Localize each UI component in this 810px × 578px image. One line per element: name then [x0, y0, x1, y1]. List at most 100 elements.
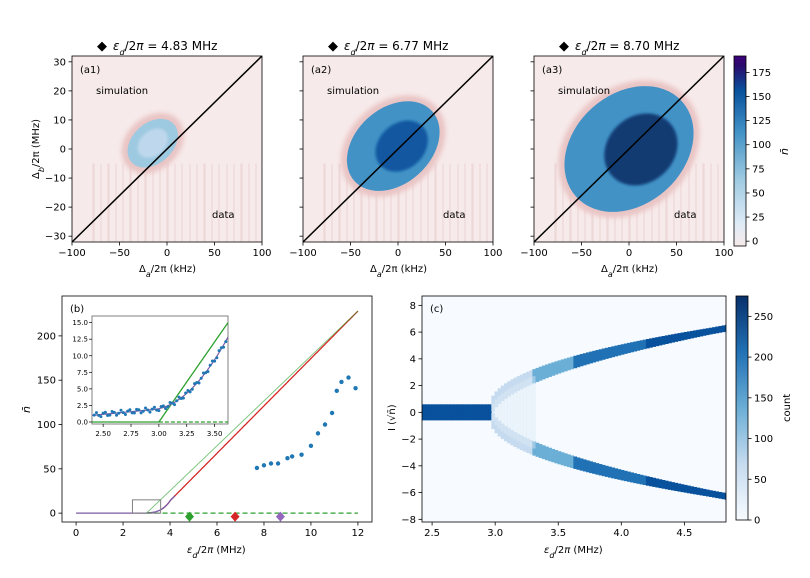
branch-center	[485, 404, 489, 421]
inset-data-point	[175, 399, 179, 403]
inset-x-tick-label: 2.75	[123, 430, 139, 438]
branch-lower	[702, 488, 707, 496]
x-tick-label: −50	[571, 248, 592, 259]
branch-lower	[538, 444, 543, 458]
branch-center	[459, 404, 464, 421]
plot-area	[72, 56, 262, 242]
branch-upper	[686, 331, 691, 340]
branch-lower	[554, 450, 559, 464]
branch-lower	[579, 458, 584, 471]
data-streak	[189, 163, 191, 242]
branch-lower	[507, 428, 511, 444]
data-streak	[680, 163, 682, 242]
data-point	[353, 385, 358, 391]
title-text: εd/2π = 8.70 MHz	[575, 39, 679, 57]
data-streak	[688, 163, 690, 242]
data-streak	[353, 163, 355, 242]
inset-data-point	[170, 401, 174, 405]
data-point	[285, 455, 290, 461]
branch-upper	[570, 356, 574, 370]
colorbar-tick-label: 175	[752, 68, 771, 79]
data-streak	[346, 163, 348, 242]
branch-lower	[630, 472, 634, 483]
branch-upper	[576, 354, 581, 368]
branch-lower	[686, 485, 691, 494]
panel-c: 2.5 3.0 3.5 4.0 4.5 8 6 4 2 0 −2 −4 −6 −8 (c) εd/2π (MH…	[387, 295, 727, 560]
inset-data-point	[121, 411, 125, 415]
inset-data-point	[217, 349, 221, 353]
branch-lower	[639, 474, 644, 485]
inset-data-point	[186, 389, 190, 393]
branch-upper	[526, 371, 530, 387]
branch-lower	[544, 446, 549, 461]
data-streak	[442, 163, 444, 242]
data-streak	[167, 163, 169, 242]
inset-data-point	[126, 409, 130, 413]
data-streak	[93, 163, 95, 242]
branch-fill	[507, 388, 511, 436]
y-tick-label: 4	[410, 354, 416, 365]
data-streak	[324, 163, 326, 242]
branch-lower	[677, 483, 682, 492]
branch-center	[453, 404, 458, 421]
branch-lower	[608, 466, 612, 478]
data-point	[308, 443, 314, 448]
branch-upper	[693, 330, 697, 338]
x-tick-label: 3.0	[487, 528, 503, 539]
branch-upper	[560, 359, 565, 373]
inset-data-point	[157, 409, 161, 413]
branch-lower	[715, 491, 720, 499]
branch-center	[466, 404, 470, 421]
inset-data-point	[195, 380, 199, 384]
annotation-data: data	[674, 210, 697, 221]
y-tick-label: 150	[37, 376, 56, 387]
branch-upper	[721, 325, 726, 333]
branch-lower	[526, 438, 530, 453]
branch-center	[444, 404, 448, 421]
data-streak	[115, 163, 117, 242]
inset-data-point	[177, 395, 181, 399]
model-line-red	[161, 310, 359, 510]
inset-data-point	[184, 391, 188, 395]
branch-upper	[503, 383, 508, 399]
panel-label: (c)	[430, 304, 443, 315]
x-tick-label: 0	[73, 528, 79, 539]
data-streak	[100, 163, 102, 242]
branch-upper	[538, 366, 543, 381]
data-point	[339, 379, 344, 385]
drive-marker	[185, 511, 195, 522]
inset-data-point	[172, 403, 176, 407]
branch-upper	[532, 369, 537, 384]
inset-data-point	[179, 397, 183, 401]
data-streak	[570, 163, 572, 242]
branch-fill	[529, 377, 533, 448]
data-streak	[137, 163, 139, 242]
colorbar-tick-label: 200	[754, 353, 773, 364]
branch-fill	[503, 391, 508, 434]
x-tick-label: 4.0	[613, 528, 629, 539]
data-streak	[457, 163, 459, 242]
x-tick-label: 8	[261, 528, 267, 539]
x-axis-label: εd/2π (MHz)	[187, 545, 246, 560]
branch-lower	[541, 445, 546, 460]
branch-lower	[645, 476, 650, 486]
data-streak	[108, 163, 110, 242]
data-streak	[555, 163, 557, 242]
inset-data-point	[193, 382, 197, 386]
branch-lower	[664, 480, 669, 490]
panel-label: (b)	[70, 304, 84, 315]
data-point	[268, 461, 274, 466]
inset-data-point	[94, 411, 98, 415]
branch-upper	[541, 365, 546, 380]
branch-lower	[680, 484, 685, 493]
x-axis-label: Δa/2π (kHz)	[139, 264, 196, 279]
branch-lower	[620, 469, 625, 481]
branch-upper	[510, 379, 515, 395]
colorbar-tick-label: 150	[752, 92, 771, 103]
inset-x-tick-label: 3.25	[179, 430, 195, 438]
y-tick-label: −6	[401, 488, 416, 499]
branch-upper	[715, 326, 720, 334]
inset-data-point	[204, 371, 208, 375]
data-streak	[390, 163, 392, 242]
data-streak	[204, 163, 206, 242]
